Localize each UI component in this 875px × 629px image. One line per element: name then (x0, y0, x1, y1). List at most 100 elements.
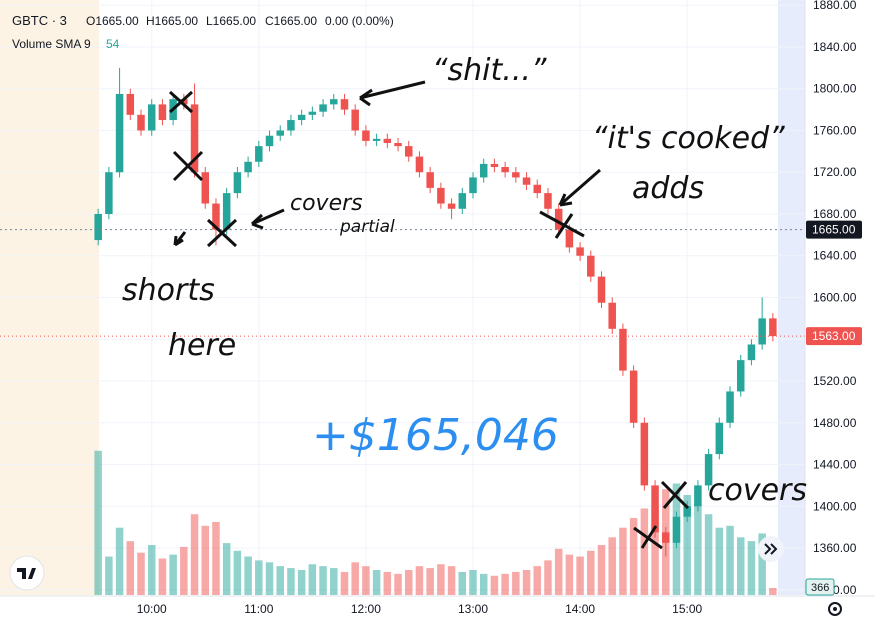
candle-body (479, 163, 488, 178)
y-tick-label: 1680.00 (813, 207, 857, 221)
volume-bar (297, 570, 306, 595)
volume-bar (222, 543, 231, 595)
annotation: “it's cooked” (592, 121, 785, 156)
candle-body (490, 163, 499, 168)
legend-change: 0.00 (0.00%) (325, 14, 394, 28)
candle-body (512, 172, 520, 178)
y-tick-label: 1520.00 (813, 374, 857, 388)
candle-body (469, 177, 477, 194)
candle-body (426, 172, 434, 188)
volume-bar (694, 502, 702, 595)
candle-body (404, 146, 413, 157)
volume-sma: 54 (106, 37, 120, 51)
legend-low: L1665.00 (206, 14, 256, 28)
candle-body (233, 172, 242, 194)
x-tick-label: 13:00 (458, 602, 488, 616)
candle-body (565, 229, 574, 248)
candle-body (458, 193, 467, 209)
volume-bar (351, 562, 359, 595)
candle-body (126, 93, 135, 115)
candle-body (662, 532, 670, 543)
settings-gear[interactable] (828, 602, 842, 616)
candle-body (201, 172, 210, 204)
candle-body (437, 187, 445, 204)
candle-body (522, 177, 531, 185)
candle-body (726, 391, 734, 423)
volume-bar (490, 575, 499, 595)
legend-open: O1665.00 (86, 14, 139, 28)
annotation: shorts (122, 273, 215, 308)
candle-body (683, 506, 691, 517)
volume-bar (597, 545, 606, 595)
last-volume-label: 366 (811, 582, 829, 594)
volume-bar (147, 545, 156, 595)
volume-bar (383, 571, 392, 595)
x-tick-label: 12:00 (351, 602, 381, 616)
last-price-label: 1563.00 (812, 329, 856, 343)
volume-bar (736, 537, 745, 595)
y-tick-label: 1400.00 (813, 499, 857, 513)
candle-body (330, 99, 338, 105)
volume-bar (619, 527, 627, 595)
candle-body (597, 276, 606, 303)
volume-bar (715, 527, 724, 595)
volume-bar (137, 552, 145, 595)
volume-bar (544, 560, 552, 595)
candle-body (447, 203, 456, 209)
volume-bar (587, 550, 595, 595)
candle-body (651, 485, 659, 533)
candle-body (276, 130, 284, 136)
candle-body (501, 167, 509, 173)
y-tick-label: 1840.00 (813, 40, 857, 54)
volume-bar (190, 514, 199, 595)
volume-bar (404, 570, 413, 595)
candle-body (415, 156, 424, 173)
volume-bar (276, 566, 284, 595)
volume-bar (533, 566, 542, 595)
candle-body (94, 213, 102, 241)
candle-body (105, 172, 113, 214)
candle-body (715, 422, 724, 455)
annotation: adds (632, 171, 704, 206)
x-tick-label: 15:00 (672, 602, 702, 616)
candle-body (222, 193, 231, 230)
candle-body (619, 328, 627, 371)
volume-bar (437, 564, 445, 595)
scroll-button[interactable] (758, 536, 784, 562)
volume-bar (726, 525, 734, 595)
volume-bar (308, 564, 317, 595)
y-tick-label: 1760.00 (813, 123, 857, 137)
candle-body (147, 104, 156, 131)
annotation: “shit...” (432, 53, 547, 88)
candle-body (704, 454, 713, 486)
volume-bar (180, 546, 188, 595)
candle-body (340, 99, 349, 110)
volume-bar (426, 568, 434, 595)
annotation: here (168, 328, 236, 363)
volume-bar (287, 568, 295, 595)
candle-body (265, 135, 274, 147)
y-tick-label: 1880.00 (813, 0, 857, 12)
legend-high: H1665.00 (146, 14, 198, 28)
volume-bar (512, 571, 520, 595)
y-tick-label: 1440.00 (813, 458, 857, 472)
volume-bar (576, 556, 584, 595)
candle-body (736, 360, 745, 392)
volume-bar (265, 562, 274, 595)
candle-body (747, 344, 756, 361)
symbol: GBTC · 3 (12, 13, 67, 28)
volume-bar (340, 571, 349, 595)
candle-body (190, 104, 199, 173)
candle-body (372, 138, 381, 141)
candle-body (544, 193, 552, 209)
candle-body (115, 93, 124, 173)
x-tick-label: 11:00 (244, 602, 273, 616)
candle-body (137, 114, 145, 131)
volume-bar (255, 560, 263, 595)
candle-body (629, 370, 638, 423)
volume-bar (126, 541, 135, 595)
volume-bar (769, 587, 777, 595)
y-tick-label: 1360.00 (813, 541, 857, 555)
volume-bar (372, 570, 381, 595)
